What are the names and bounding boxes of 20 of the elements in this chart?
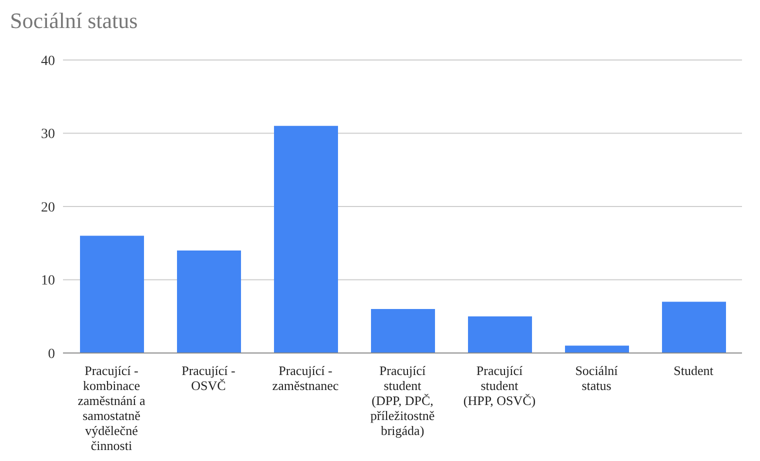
x-tick-label: Pracující - zaměstnanec	[272, 363, 339, 393]
bar	[468, 316, 532, 353]
bar	[80, 236, 144, 353]
bar	[177, 250, 241, 353]
y-tick-label: 10	[41, 274, 55, 289]
bar	[662, 302, 726, 353]
x-tick-label: Sociální status	[575, 363, 618, 393]
chart-title: Sociální status	[9, 8, 139, 35]
bar	[371, 309, 435, 353]
y-tick-label: 30	[41, 127, 55, 142]
x-tick-label: Pracující student (HPP, OSVČ)	[463, 363, 536, 408]
x-tick-label: Pracující student (DPP, DPČ, příležitostně brigáda)	[370, 363, 435, 438]
x-tick-label: Student	[674, 363, 714, 378]
y-tick-label: 0	[48, 346, 55, 362]
x-tick-label: Pracující - kombinace zaměstnání a samostatně výdělečné činnosti	[78, 363, 146, 453]
bar	[565, 346, 629, 353]
y-tick-label: 40	[41, 54, 55, 69]
bar	[274, 126, 338, 353]
x-tick-label: Pracující - OSVČ	[182, 363, 236, 393]
y-tick-label: 20	[41, 200, 55, 216]
